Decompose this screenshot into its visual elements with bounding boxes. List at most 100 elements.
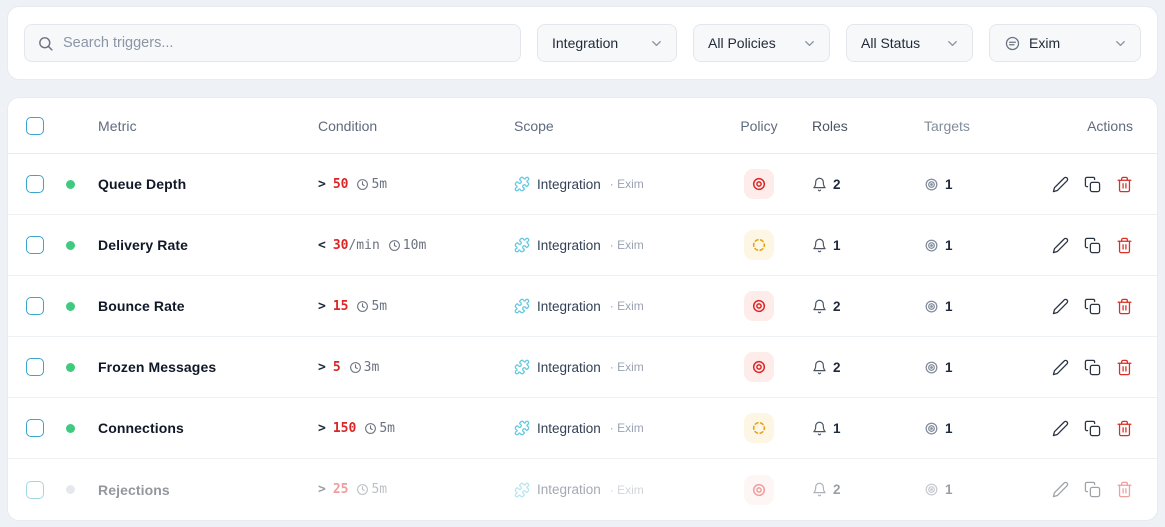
- chevron-down-icon: [652, 40, 661, 46]
- row-checkbox[interactable]: [26, 297, 44, 315]
- target-icon: [752, 360, 766, 374]
- clock-icon: [349, 361, 361, 373]
- column-header-targets: Targets: [924, 117, 970, 134]
- dropdown-label: Integration: [552, 35, 619, 51]
- condition-window: 3m: [349, 360, 379, 375]
- policy-badge[interactable]: [744, 352, 774, 382]
- scope-cell: Integration · Exim: [514, 176, 714, 192]
- condition-cell: > 150 5m: [318, 421, 514, 436]
- chevron-down-icon: [805, 40, 814, 46]
- clock-icon: [357, 300, 369, 312]
- metric-name: Connections: [98, 420, 184, 436]
- row-checkbox[interactable]: [26, 175, 44, 193]
- policy-badge[interactable]: [744, 413, 774, 443]
- condition-unit: /min: [348, 237, 380, 253]
- table-row[interactable]: Rejections > 25 5m Integration · Exim: [8, 459, 1157, 520]
- targets-cell: 1: [914, 177, 1034, 192]
- duplicate-button[interactable]: [1084, 359, 1101, 376]
- clock-icon: [365, 422, 377, 434]
- edit-button[interactable]: [1052, 420, 1069, 437]
- bullseye-icon: [925, 483, 938, 496]
- policy-badge[interactable]: [744, 474, 774, 505]
- edit-button[interactable]: [1052, 481, 1069, 498]
- metric-name: Frozen Messages: [98, 359, 217, 375]
- condition-cell: > 50 5m: [318, 177, 514, 192]
- trash-icon: [1117, 420, 1132, 436]
- row-checkbox[interactable]: [26, 419, 44, 437]
- targets-count: 1: [945, 420, 953, 436]
- status-dot: [66, 423, 75, 433]
- trash-icon: [1117, 359, 1132, 375]
- condition-value: 30: [332, 237, 349, 253]
- scope-cell: Integration · Exim: [514, 482, 714, 498]
- duplicate-button[interactable]: [1084, 298, 1101, 315]
- row-checkbox[interactable]: [26, 236, 44, 254]
- column-header-scope: Scope: [514, 117, 554, 134]
- filter-dropdown-status[interactable]: All Status: [846, 24, 973, 62]
- table-row[interactable]: Frozen Messages > 5 3m Integration · Exi…: [8, 337, 1157, 398]
- exim-logo-icon: [1004, 35, 1021, 52]
- edit-button[interactable]: [1052, 359, 1069, 376]
- targets-cell: 1: [914, 360, 1034, 375]
- row-checkbox[interactable]: [26, 358, 44, 376]
- roles-cell: 1: [804, 421, 914, 436]
- table-row[interactable]: Queue Depth > 50 5m Integration · Exim: [8, 154, 1157, 215]
- trash-icon: [1117, 176, 1132, 192]
- table-row[interactable]: Delivery Rate < 30 /min 10m Integration …: [8, 215, 1157, 276]
- row-checkbox[interactable]: [26, 480, 44, 499]
- scope-detail: · Exim: [609, 299, 644, 313]
- filter-dropdown-integration[interactable]: Integration: [537, 24, 677, 62]
- scope-detail: · Exim: [609, 177, 644, 191]
- duplicate-button[interactable]: [1084, 237, 1101, 254]
- condition-cell: > 5 3m: [318, 360, 514, 375]
- policy-badge[interactable]: [744, 291, 774, 321]
- delete-button[interactable]: [1116, 420, 1133, 437]
- target-icon: [752, 483, 766, 496]
- delete-button[interactable]: [1116, 359, 1133, 376]
- condition-window: 5m: [356, 299, 387, 314]
- status-dot: [66, 179, 75, 189]
- roles-count: 1: [833, 237, 841, 253]
- delete-button[interactable]: [1116, 298, 1133, 315]
- condition-operator: <: [318, 237, 326, 253]
- copy-icon: [1084, 359, 1101, 375]
- duplicate-button[interactable]: [1084, 176, 1101, 193]
- targets-cell: 1: [914, 299, 1034, 314]
- filter-dropdown-source[interactable]: Exim: [989, 24, 1141, 62]
- column-header-policy: Policy: [740, 117, 778, 134]
- condition-value: 15: [332, 298, 349, 314]
- search-input[interactable]: [63, 35, 508, 51]
- filter-dropdown-policies[interactable]: All Policies: [693, 24, 830, 62]
- search-box[interactable]: [24, 24, 521, 62]
- condition-operator: >: [318, 359, 326, 375]
- targets-cell: 1: [914, 482, 1034, 497]
- edit-button[interactable]: [1052, 298, 1069, 315]
- condition-cell: < 30 /min 10m: [318, 238, 514, 253]
- chevron-down-icon: [1116, 40, 1125, 46]
- target-icon: [752, 177, 766, 191]
- integration-puzzle-icon: [514, 482, 530, 498]
- edit-button[interactable]: [1052, 176, 1069, 193]
- duplicate-button[interactable]: [1084, 481, 1101, 498]
- metric-name: Bounce Rate: [98, 298, 185, 314]
- duplicate-button[interactable]: [1084, 420, 1101, 437]
- delete-button[interactable]: [1116, 237, 1133, 254]
- targets-count: 1: [945, 359, 953, 375]
- condition-operator: >: [318, 420, 326, 436]
- bullseye-icon: [925, 300, 938, 312]
- roles-cell: 2: [804, 360, 914, 375]
- delete-button[interactable]: [1116, 481, 1133, 498]
- condition-window: 5m: [356, 177, 387, 192]
- delete-button[interactable]: [1116, 176, 1133, 193]
- policy-badge[interactable]: [744, 230, 774, 260]
- condition-value: 50: [332, 176, 349, 192]
- targets-cell: 1: [914, 238, 1034, 253]
- targets-count: 1: [945, 298, 953, 314]
- integration-puzzle-icon: [514, 176, 530, 192]
- table-row[interactable]: Connections > 150 5m Integration · Exim: [8, 398, 1157, 459]
- edit-button[interactable]: [1052, 237, 1069, 254]
- policy-badge[interactable]: [744, 169, 774, 199]
- select-all-checkbox[interactable]: [26, 116, 44, 135]
- dropdown-label: Exim: [1029, 35, 1061, 51]
- table-row[interactable]: Bounce Rate > 15 5m Integration · Exim: [8, 276, 1157, 337]
